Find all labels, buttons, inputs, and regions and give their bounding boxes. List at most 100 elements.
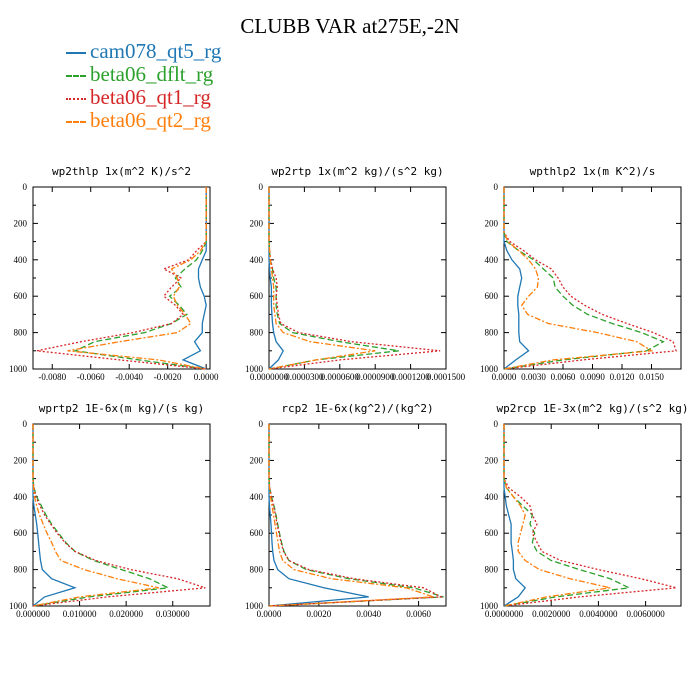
- legend-label: beta06_qt2_rg: [90, 108, 211, 132]
- y-tick-label: 0: [494, 182, 499, 192]
- y-tick-label: 400: [250, 255, 264, 265]
- series-line-cam078_qt5_rg: [503, 187, 530, 370]
- y-tick-label: 400: [250, 492, 264, 502]
- y-tick-label: 200: [14, 455, 28, 465]
- y-tick-label: 200: [250, 218, 264, 228]
- x-tick-label: 0.0120: [610, 372, 635, 382]
- x-tick-label: 0.0060: [406, 609, 431, 619]
- y-tick-label: 800: [250, 328, 264, 338]
- y-tick-label: 200: [250, 455, 264, 465]
- legend-item: cam078_qt5_rg: [66, 40, 221, 63]
- y-tick-label: 1000: [480, 601, 499, 611]
- y-tick-label: 0: [23, 419, 28, 429]
- series-line-beta06_dflt_rg: [503, 187, 665, 370]
- x-tick-label: -0.0020: [154, 372, 182, 382]
- plot-frame: [503, 423, 682, 607]
- legend-label: beta06_dflt_rg: [90, 62, 214, 86]
- chart-panel: wprtp2 1E-6x(m kg)/(s kg) 0 200 400 600 800 10…: [9, 402, 211, 619]
- y-tick-label: 400: [485, 255, 499, 265]
- y-tick-label: 800: [14, 565, 28, 575]
- x-tick-label: 0.0000900: [356, 372, 395, 382]
- legend-item: beta06_dflt_rg: [66, 63, 221, 86]
- y-tick-label: 800: [485, 565, 499, 575]
- x-tick-label: 0.0090: [580, 372, 605, 382]
- y-tick-label: 600: [485, 528, 499, 538]
- series-line-cam078_qt5_rg: [181, 187, 207, 370]
- x-tick-label: 0.0000: [194, 372, 219, 382]
- x-tick-label: -0.0060: [77, 372, 105, 382]
- y-tick-label: 200: [485, 218, 499, 228]
- series-line-beta06_qt2_rg: [268, 187, 376, 370]
- plot-frame: [503, 186, 682, 370]
- series-line-beta06_qt1_rg: [503, 187, 677, 370]
- legend-swatch: [66, 97, 86, 100]
- series-line-beta06_dflt_rg: [73, 187, 207, 370]
- panel-title: rcp2 1E-6x(kg^2)/(kg^2): [281, 402, 433, 415]
- y-tick-label: 0: [494, 419, 499, 429]
- x-tick-label: 0.0001500: [427, 372, 466, 382]
- legend-item: beta06_qt2_rg: [66, 109, 221, 132]
- y-tick-label: 600: [250, 528, 264, 538]
- x-tick-label: 0.030000: [156, 609, 190, 619]
- series-line-beta06_qt2_rg: [67, 187, 207, 370]
- y-tick-label: 0: [259, 182, 264, 192]
- x-tick-label: 0.0001200: [391, 372, 430, 382]
- y-tick-label: 200: [14, 218, 28, 228]
- y-tick-label: 400: [485, 492, 499, 502]
- y-tick-label: 600: [14, 291, 28, 301]
- panel-title: wp2thlp 1x(m^2 K)/s^2: [52, 165, 191, 178]
- x-tick-label: 0.0000000: [485, 609, 524, 619]
- y-tick-label: 1000: [245, 364, 264, 374]
- x-tick-label: 0.000000: [16, 609, 50, 619]
- y-tick-label: 600: [250, 291, 264, 301]
- chart-panel: wpthlp2 1x(m K^2)/s020040060080010000.00…: [480, 165, 682, 382]
- y-tick-label: 1000: [245, 601, 264, 611]
- y-tick-label: 600: [485, 291, 499, 301]
- plot-frame: [268, 423, 447, 607]
- legend-swatch: [66, 51, 86, 54]
- y-tick-label: 1000: [9, 601, 28, 611]
- y-tick-label: 400: [14, 492, 28, 502]
- chart-panel: wp2thlp 1x(m^2 K)/s^2 0 200 400 600 800 1000 -0…: [9, 165, 219, 382]
- y-tick-label: 400: [14, 255, 28, 265]
- legend-item: beta06_qt1_rg: [66, 86, 221, 109]
- legend-label: beta06_qt1_rg: [90, 85, 211, 109]
- series-line-cam078_qt5_rg: [268, 424, 369, 607]
- x-tick-label: -0.0080: [38, 372, 66, 382]
- panel-title: wprtp2 1E-6x(m kg)/(s kg): [39, 402, 205, 415]
- x-tick-label: 0.0040000: [579, 609, 618, 619]
- legend-label: cam078_qt5_rg: [90, 39, 222, 63]
- y-tick-label: 800: [14, 328, 28, 338]
- chart-panel: wp2rcp 1E-3x(m^2 kg)/(s^2 kg) 0 200 400 600 8…: [480, 402, 689, 619]
- page-title: CLUBB VAR at275E,-2N: [240, 14, 460, 38]
- series-line-beta06_dflt_rg: [268, 187, 399, 370]
- y-tick-label: 0: [23, 182, 28, 192]
- series-line-beta06_qt1_rg: [268, 424, 444, 607]
- x-tick-label: 0.0020000: [532, 609, 571, 619]
- series-line-cam078_qt5_rg: [32, 424, 77, 607]
- plot-frame: [32, 423, 211, 607]
- x-tick-label: 0.0000300: [285, 372, 324, 382]
- series-line-beta06_qt2_rg: [268, 424, 434, 607]
- y-tick-label: 600: [14, 528, 28, 538]
- x-tick-label: 0.0030: [521, 372, 546, 382]
- y-tick-label: 200: [485, 455, 499, 465]
- x-tick-label: 0.0150: [639, 372, 664, 382]
- x-tick-label: 0.010000: [63, 609, 97, 619]
- panel-title: wpthlp2 1x(m K^2)/s: [530, 165, 656, 178]
- y-tick-label: 800: [250, 565, 264, 575]
- chart-panel: wp2rtp 1x(m^2 kg)/(s^2 kg) 0 200 400 600 800 1…: [245, 165, 466, 382]
- x-tick-label: 0.0040: [356, 609, 381, 619]
- x-tick-label: 0.0000: [257, 609, 282, 619]
- y-tick-label: 800: [485, 328, 499, 338]
- series-line-beta06_dflt_rg: [503, 424, 632, 607]
- panel-title: wp2rcp 1E-3x(m^2 kg)/(s^2 kg): [496, 402, 688, 415]
- legend: cam078_qt5_rg beta06_dflt_rg beta06_qt1_rg…: [66, 40, 221, 132]
- x-tick-label: 0.0020: [306, 609, 331, 619]
- legend-swatch: [66, 120, 86, 123]
- chart-panel: rcp2 1E-6x(kg^2)/(kg^2) 0 200 400 600 800 1000…: [245, 402, 447, 619]
- series-line-beta06_qt1_rg: [268, 187, 441, 370]
- x-tick-label: 0.0060: [551, 372, 576, 382]
- series-line-cam078_qt5_rg: [503, 424, 527, 607]
